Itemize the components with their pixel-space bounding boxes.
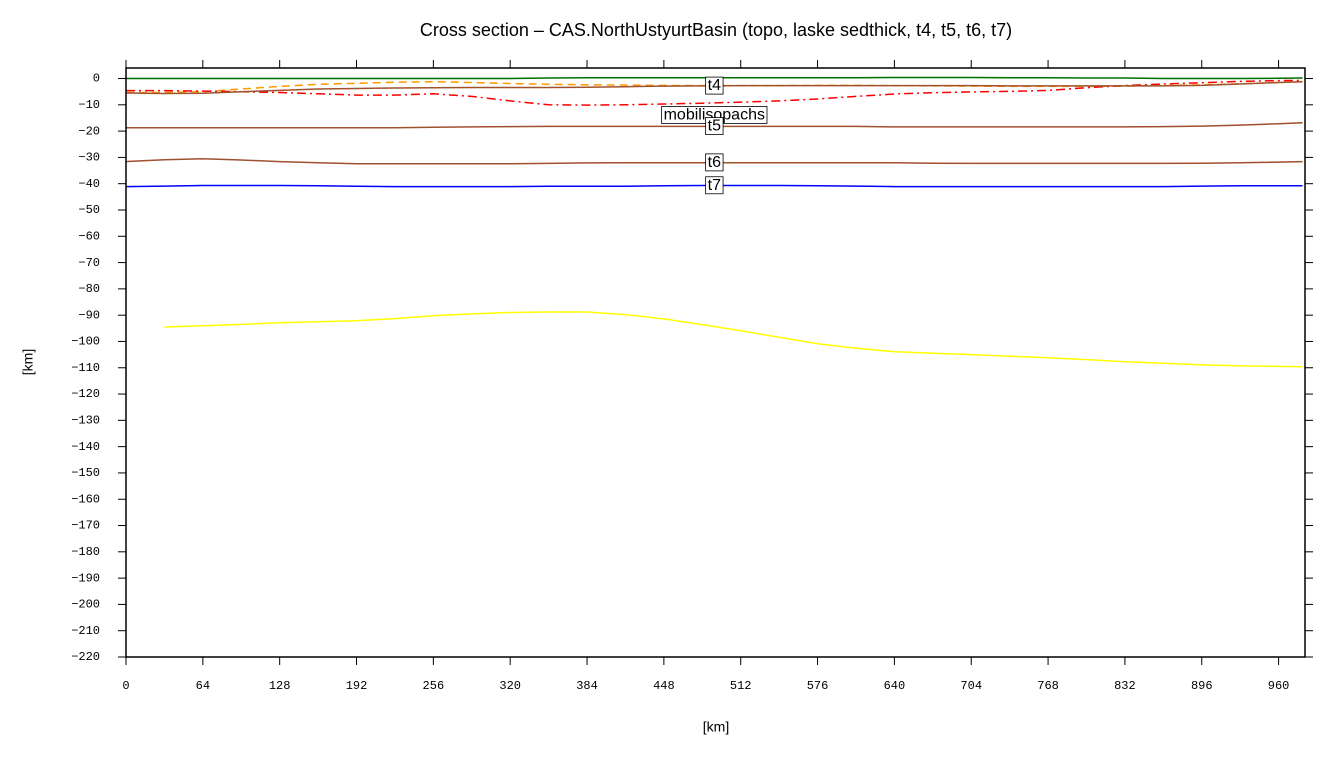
y-tick-label: −80 bbox=[78, 282, 100, 296]
y-tick-label: −40 bbox=[78, 177, 100, 191]
y-tick-label: −140 bbox=[71, 440, 100, 454]
y-tick-label: −120 bbox=[71, 387, 100, 401]
series-label-box bbox=[705, 176, 724, 195]
y-tick-label: −10 bbox=[78, 98, 100, 112]
x-tick-label: 704 bbox=[960, 679, 982, 693]
series-line bbox=[164, 311, 1303, 368]
x-tick-label: 192 bbox=[346, 679, 368, 693]
y-tick-label: −220 bbox=[71, 650, 100, 664]
y-tick-label: −130 bbox=[71, 414, 100, 428]
y-tick-label: 0 bbox=[93, 72, 100, 86]
x-tick-label: 448 bbox=[653, 679, 675, 693]
x-tick-label: 320 bbox=[499, 679, 521, 693]
y-tick-label: −180 bbox=[71, 545, 100, 559]
series-label: t4 bbox=[708, 77, 721, 94]
x-tick-label: 960 bbox=[1268, 679, 1290, 693]
y-tick-label: −30 bbox=[78, 151, 100, 165]
series-label-box bbox=[705, 76, 724, 95]
y-tick-label: −190 bbox=[71, 571, 100, 585]
x-tick-label: 64 bbox=[196, 679, 210, 693]
y-tick-label: −210 bbox=[71, 624, 100, 638]
x-tick-label: 0 bbox=[122, 679, 129, 693]
x-tick-label: 576 bbox=[807, 679, 829, 693]
y-tick-label: −200 bbox=[71, 598, 100, 612]
x-tick-label: 256 bbox=[423, 679, 445, 693]
x-tick-label: 768 bbox=[1037, 679, 1059, 693]
x-tick-label: 896 bbox=[1191, 679, 1213, 693]
series-label: t7 bbox=[708, 177, 721, 194]
y-tick-label: −60 bbox=[78, 229, 100, 243]
y-tick-label: −150 bbox=[71, 466, 100, 480]
x-axis-label: [km] bbox=[703, 719, 729, 735]
x-tick-label: 640 bbox=[884, 679, 906, 693]
x-tick-label: 832 bbox=[1114, 679, 1136, 693]
y-tick-label: −170 bbox=[71, 519, 100, 533]
y-tick-label: −100 bbox=[71, 335, 100, 349]
y-axis-label: [km] bbox=[20, 349, 36, 375]
y-tick-label: −110 bbox=[71, 361, 100, 375]
y-tick-label: −20 bbox=[78, 124, 100, 138]
x-tick-label: 512 bbox=[730, 679, 752, 693]
series-label-box bbox=[705, 117, 724, 136]
series-label: t6 bbox=[708, 154, 721, 171]
series-label: t5 bbox=[708, 118, 721, 135]
y-tick-label: −160 bbox=[71, 492, 100, 506]
x-tick-label: 128 bbox=[269, 679, 291, 693]
series-label: mobilisopachs bbox=[664, 106, 765, 123]
x-tick-label: 384 bbox=[576, 679, 598, 693]
y-tick-label: −90 bbox=[78, 308, 100, 322]
y-tick-label: −70 bbox=[78, 256, 100, 270]
y-tick-label: −50 bbox=[78, 203, 100, 217]
chart-title: Cross section – CAS.NorthUstyurtBasin (t… bbox=[420, 20, 1012, 40]
series-label-box bbox=[705, 153, 724, 172]
plot-frame bbox=[125, 67, 1306, 658]
